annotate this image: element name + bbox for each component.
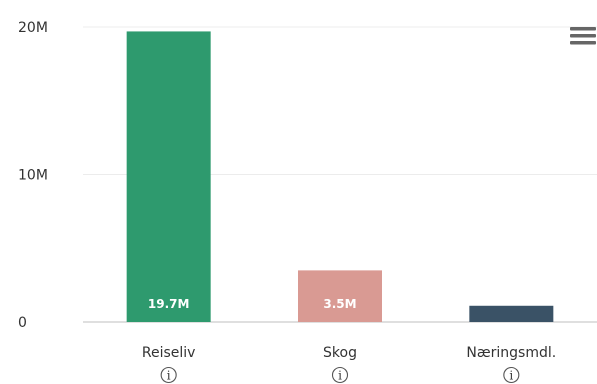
hamburger-icon-line-1 <box>570 27 596 31</box>
y-tick-label: 10M <box>18 168 48 184</box>
category-label: Næringsmdl. <box>466 345 556 361</box>
x-axis-category-labels: Reiseliv i Skog i Næringsmdl. i <box>142 345 556 384</box>
hamburger-icon-line-2 <box>570 34 596 38</box>
bar-næringsmdl[interactable] <box>469 305 554 322</box>
info-icon[interactable]: i <box>331 366 349 384</box>
hamburger-icon-line-3 <box>570 41 596 45</box>
data-label: 19.7M <box>148 297 190 311</box>
info-icon-glyph: i <box>509 369 513 383</box>
info-icon-glyph: i <box>167 369 171 383</box>
bar-skog[interactable] <box>298 270 382 322</box>
info-icon[interactable]: i <box>160 366 177 384</box>
info-icon-circle <box>160 366 177 384</box>
info-icon-glyph: i <box>338 369 342 383</box>
bar-reiseliv[interactable] <box>126 31 211 323</box>
y-axis-tick-labels: 0 10M 20M <box>18 20 48 331</box>
data-label: 3.5M <box>323 297 356 311</box>
category-label: Skog <box>323 345 357 361</box>
info-icon[interactable]: i <box>503 366 520 384</box>
y-tick-label: 0 <box>18 315 27 331</box>
data-labels: 19.7M 3.5M <box>148 297 357 311</box>
info-icon-circle <box>331 366 349 384</box>
category-label: Reiseliv <box>142 345 196 361</box>
y-tick-label: 20M <box>18 20 48 36</box>
chart-menu-button[interactable] <box>566 24 596 50</box>
bars <box>126 31 554 323</box>
info-icon-circle <box>503 366 520 384</box>
